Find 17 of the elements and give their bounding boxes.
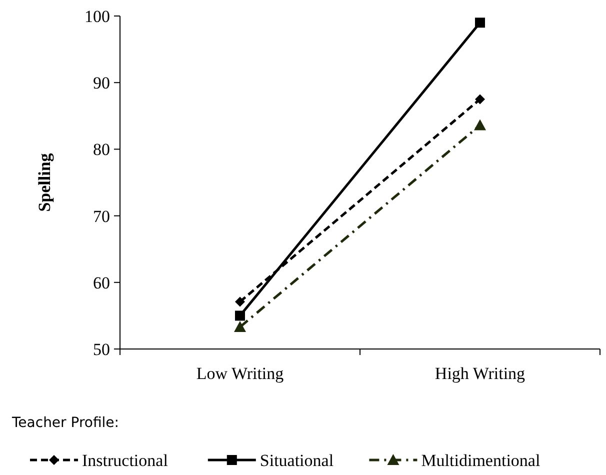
y-tick-label: 50 xyxy=(93,340,110,359)
legend-label: Multidimentional xyxy=(421,450,540,470)
legend-title: Teacher Profile: xyxy=(11,415,120,431)
y-tick-label: 60 xyxy=(93,273,110,292)
y-tick-label: 90 xyxy=(93,74,110,93)
y-tick-label: 70 xyxy=(93,206,110,226)
point xyxy=(475,18,485,28)
y-tick-label: 100 xyxy=(84,6,110,26)
point xyxy=(235,310,245,321)
x-tick-label: High Writing xyxy=(434,364,526,383)
point xyxy=(475,94,485,104)
y-axis-title: Spelling xyxy=(35,152,54,212)
legend-label: Situational xyxy=(260,450,334,470)
legend-label: Instructional xyxy=(82,450,168,470)
x-tick-label: Low Writing xyxy=(196,364,284,383)
point xyxy=(235,296,245,307)
y-tick-label: 80 xyxy=(93,140,110,160)
